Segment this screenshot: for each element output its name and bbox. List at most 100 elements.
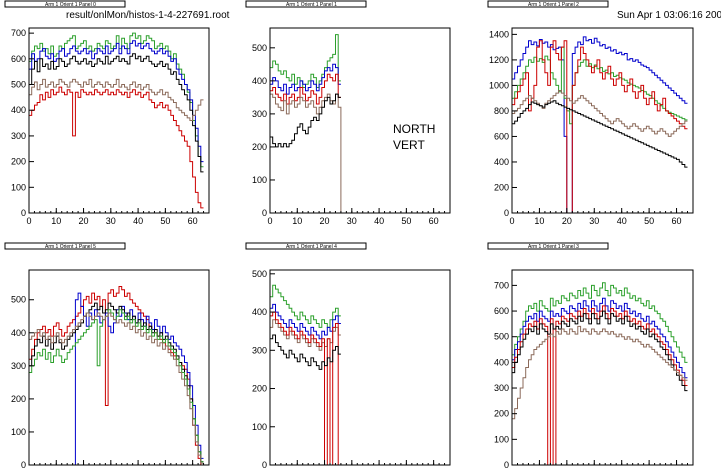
y-tick-label: 0 [504, 208, 509, 218]
x-tick-label: 40 [374, 216, 384, 226]
y-tick-label: 500 [494, 332, 509, 342]
series-line-1 [29, 40, 204, 163]
y-tick-label: 300 [11, 131, 26, 141]
y-tick-label: 200 [252, 384, 267, 394]
y-tick-label: 300 [252, 109, 267, 119]
file-path-label: result/onlMon/histos-1-4-227691.root [66, 10, 230, 21]
timestamp-label: Sun Apr 1 03:06:16 2007 [617, 10, 721, 21]
series-line-3 [512, 90, 688, 137]
x-tick-label: 20 [562, 216, 572, 226]
y-tick-label: 100 [252, 422, 267, 432]
y-tick-label: 300 [494, 383, 509, 393]
series-line-3 [270, 311, 341, 466]
series-line-3 [512, 310, 688, 392]
y-tick-label: 500 [252, 269, 267, 279]
y-tick-label: 500 [11, 295, 26, 305]
panel-title: Arm 1 Orient 1 Panel 3 [528, 244, 579, 250]
y-tick-label: 1400 [489, 29, 509, 39]
y-tick-label: 200 [494, 409, 509, 419]
y-tick-label: 200 [11, 157, 26, 167]
y-tick-label: 0 [262, 208, 267, 218]
x-tick-label: 60 [672, 216, 682, 226]
series-line-3 [29, 78, 204, 121]
panel-title-box [4, 242, 126, 250]
y-tick-label: 0 [262, 460, 267, 469]
x-tick-label: 30 [106, 216, 116, 226]
panel-title-box [245, 242, 367, 250]
y-tick-label: 300 [11, 361, 26, 371]
y-tick-label: 200 [252, 142, 267, 152]
panel-title: Arm 1 Orient 1 Panel 5 [45, 244, 96, 250]
plot-frame [28, 27, 210, 214]
y-tick-label: 500 [252, 43, 267, 53]
x-tick-label: 30 [347, 216, 357, 226]
y-tick-label: 700 [11, 28, 26, 38]
y-tick-label: 600 [11, 54, 26, 64]
series-line-2 [29, 53, 204, 173]
y-tick-label: 100 [11, 427, 26, 437]
series-line-2 [512, 305, 688, 466]
y-tick-label: 200 [494, 182, 509, 192]
series-line-4 [270, 334, 341, 370]
direction-label: VERT [393, 138, 425, 152]
series-line-2 [512, 40, 688, 214]
panel-title: Arm 1 Orient 1 Panel 2 [528, 2, 579, 8]
series-line-0 [29, 286, 204, 466]
plot-frame [269, 27, 451, 214]
x-tick-label: 10 [534, 216, 544, 226]
series-line-4 [29, 86, 204, 209]
y-tick-label: 100 [11, 182, 26, 192]
x-tick-label: 20 [320, 216, 330, 226]
series-line-4 [270, 93, 341, 148]
x-tick-label: 50 [401, 216, 411, 226]
y-tick-label: 700 [494, 280, 509, 290]
orientation-label: NORTH [393, 122, 436, 136]
x-tick-label: 50 [160, 216, 170, 226]
panel-title: Arm 1 Orient 1 Panel 4 [286, 244, 337, 250]
x-tick-label: 30 [589, 216, 599, 226]
y-tick-label: 0 [504, 460, 509, 469]
y-tick-label: 0 [21, 460, 26, 469]
series-line-2 [270, 73, 341, 105]
x-tick-label: 60 [188, 216, 198, 226]
y-tick-label: 400 [494, 157, 509, 167]
plot-frame [269, 269, 451, 466]
y-tick-label: 400 [494, 357, 509, 367]
series-line-2 [29, 302, 204, 463]
series-line-3 [270, 93, 347, 214]
x-tick-label: 10 [51, 216, 61, 226]
x-tick-label: 0 [509, 216, 514, 226]
series-line-4 [512, 100, 688, 168]
y-tick-label: 600 [494, 306, 509, 316]
panel-title: Arm 1 Orient 1 Panel 0 [45, 2, 96, 8]
y-tick-label: 1000 [489, 80, 509, 90]
y-tick-label: 200 [11, 394, 26, 404]
y-tick-label: 400 [252, 307, 267, 317]
series-line-4 [29, 312, 204, 464]
y-tick-label: 300 [252, 345, 267, 355]
series-line-1 [270, 63, 341, 95]
y-tick-label: 400 [11, 105, 26, 115]
series-line-4 [512, 325, 688, 420]
y-tick-label: 0 [21, 208, 26, 218]
series-line-0 [29, 32, 204, 168]
y-tick-label: 400 [11, 328, 26, 338]
y-tick-label: 500 [11, 80, 26, 90]
y-tick-label: 800 [494, 106, 509, 116]
panel-title-box [487, 242, 609, 250]
x-tick-label: 20 [79, 216, 89, 226]
x-tick-label: 0 [26, 216, 31, 226]
plot-frame [28, 269, 210, 466]
y-tick-label: 100 [252, 175, 267, 185]
y-tick-label: 1200 [489, 55, 509, 65]
panel-title-box [245, 0, 367, 8]
x-tick-label: 60 [429, 216, 439, 226]
series-line-3 [29, 309, 204, 463]
panel-title-box [4, 0, 126, 8]
x-tick-label: 10 [292, 216, 302, 226]
x-tick-label: 40 [617, 216, 627, 226]
series-line-0 [270, 284, 341, 328]
y-tick-label: 600 [494, 131, 509, 141]
x-tick-label: 50 [644, 216, 654, 226]
